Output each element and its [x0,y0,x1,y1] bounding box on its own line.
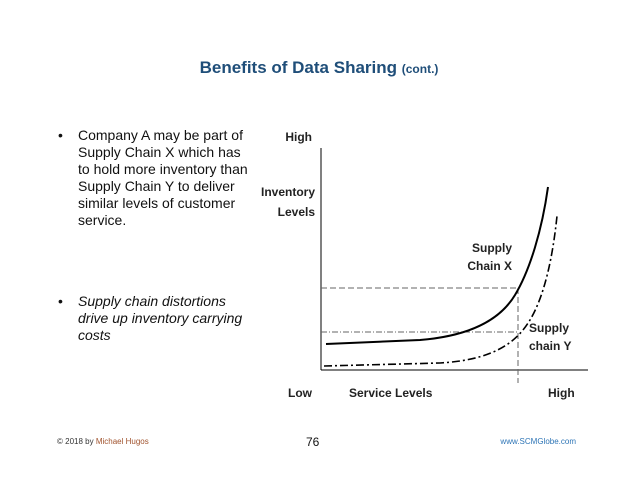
y-label: Inventory [261,185,315,199]
x-high: High [548,386,575,400]
curve-chain-y [323,215,558,367]
curve-y-label: chain Y [529,339,571,353]
title-suffix: (cont.) [401,62,439,76]
curve-x-label: Supply [472,241,512,255]
y-label: Levels [278,205,316,219]
curve-x-label: Chain X [467,259,512,273]
curve-chain-x [325,186,549,345]
author: Michael Hugos [95,437,149,446]
copyright: © 2018 by [57,437,94,446]
title-row: Benefits of Data Sharing (cont.) [0,58,638,78]
y-low: Low [288,386,313,400]
curve-y-label: Supply [529,321,569,335]
bullet: • Supply chain distortions drive up inven… [58,293,248,344]
website: www.SCMGlobe.com [500,437,576,446]
bullet: • Company A may be part of Supply Chain X… [58,127,248,228]
footer-copyright: © 2018 by Michael Hugos [57,437,149,446]
bullet-text: Supply chain distortions drive up invent… [78,293,243,343]
title: Benefits of Data Sharing [199,58,398,77]
bullet-text: Company A may be part of Supply Chain X … [78,127,248,228]
x-label: Service Levels [349,386,433,400]
page-number: 76 [306,435,320,449]
y-high: High [285,130,312,144]
